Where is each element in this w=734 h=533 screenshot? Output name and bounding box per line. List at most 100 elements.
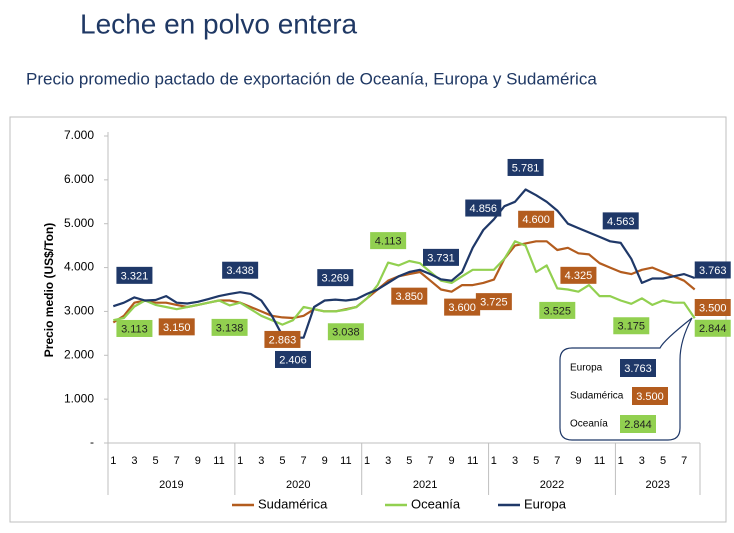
value-label: 3.150	[158, 318, 195, 336]
x-tick-label: 7	[554, 455, 560, 467]
x-tick-label: 1	[491, 455, 497, 467]
value-label: 3.525	[539, 301, 576, 319]
value-label-text: 4.113	[375, 236, 402, 248]
chart-frame	[9, 116, 727, 523]
series-line	[113, 240, 696, 326]
y-tick-label: 2.000	[64, 347, 94, 361]
value-label-box	[423, 248, 459, 266]
value-label: 3.113	[116, 319, 153, 337]
value-label-box	[211, 318, 248, 336]
value-label-text: 3.850	[396, 291, 424, 303]
y-axis-label: Precio medio (US$/Ton)	[42, 223, 56, 357]
x-tick-label: 5	[533, 455, 539, 467]
y-tick-label: 7.000	[64, 128, 94, 142]
value-label: 3.725	[475, 293, 512, 311]
series-line	[112, 240, 696, 324]
legend-label: Europa	[524, 496, 567, 511]
x-tick-label: 9	[322, 455, 328, 467]
callout-box	[632, 387, 668, 405]
value-label: 3.731	[423, 248, 459, 266]
x-tick-label: 9	[195, 455, 201, 467]
y-tick-label: 4.000	[64, 260, 94, 274]
x-tick-label: 7	[681, 455, 687, 467]
value-label-box	[560, 266, 597, 284]
legend-label: Sudamérica	[258, 496, 328, 511]
value-label-text: 2.406	[279, 354, 307, 366]
x-tick-label: 3	[131, 455, 137, 467]
value-label-text: 4.856	[470, 203, 498, 215]
value-label-text: 3.438	[226, 265, 254, 277]
value-label-box	[275, 350, 311, 368]
value-label: 3.500	[694, 299, 731, 316]
x-tick-label: 7	[427, 455, 433, 467]
x-tick-label: 11	[594, 455, 605, 467]
value-label-text: 5.781	[512, 162, 540, 174]
x-tick-label: 7	[174, 455, 180, 467]
callout-bubble	[559, 317, 693, 441]
value-label-box	[694, 261, 731, 279]
callout-value: 3.500	[636, 391, 664, 403]
value-label-box	[158, 318, 195, 336]
year-label: 2023	[645, 479, 669, 491]
callout-name: Sudamérica	[570, 391, 624, 402]
value-label-text: 4.600	[522, 214, 550, 226]
value-label: 4.600	[518, 210, 555, 228]
value-label: 2.406	[275, 350, 311, 368]
value-label-box	[116, 319, 153, 337]
callout-box	[620, 415, 656, 433]
value-label: 3.850	[391, 287, 428, 305]
legend-label: Oceanía	[411, 496, 461, 511]
value-label-box	[317, 269, 354, 287]
x-tick-label: 7	[301, 455, 307, 467]
value-label-box	[116, 266, 153, 284]
value-label-text: 4.325	[565, 270, 593, 282]
x-tick-label: 1	[237, 455, 243, 467]
value-label-box	[465, 199, 502, 217]
value-label-text: 3.500	[699, 302, 727, 314]
value-label-text: 3.763	[699, 265, 727, 277]
value-label: 5.781	[507, 158, 544, 176]
value-label-text: 4.563	[607, 216, 635, 228]
x-tick-label: 1	[110, 455, 116, 467]
value-label-text: 3.525	[544, 305, 572, 317]
y-tick-label: -	[90, 435, 94, 449]
chart-title: Leche en polvo entera	[80, 8, 358, 39]
y-tick-label: 5.000	[64, 216, 94, 230]
y-tick-label: 3.000	[64, 304, 94, 318]
value-label-text: 3.038	[332, 327, 360, 339]
callout-name: Europa	[570, 363, 603, 374]
x-tick-label: 3	[385, 455, 391, 467]
x-tick-label: 5	[279, 455, 285, 467]
value-label: 3.600	[444, 298, 481, 316]
x-tick-label: 5	[153, 455, 159, 467]
value-label-box	[475, 293, 512, 311]
x-tick-label: 9	[575, 455, 581, 467]
value-label-box	[539, 301, 576, 319]
value-label: 3.321	[116, 266, 153, 284]
value-label-box	[507, 158, 544, 176]
year-label: 2020	[286, 479, 310, 491]
value-label-box	[518, 210, 555, 228]
x-tick-label: 3	[258, 455, 264, 467]
y-tick-label: 1.000	[64, 391, 94, 405]
value-label: 3.175	[613, 317, 650, 335]
x-tick-label: 5	[406, 455, 412, 467]
value-label-text: 3.150	[163, 322, 191, 334]
value-label: 3.269	[317, 269, 354, 287]
value-label-text: 3.731	[427, 252, 455, 264]
value-label-text: 3.269	[322, 273, 350, 285]
x-tick-label: 11	[213, 455, 224, 467]
callout-box	[620, 359, 656, 377]
value-label: 3.763	[694, 261, 731, 279]
value-label: 4.563	[602, 212, 639, 230]
value-label-box	[391, 287, 428, 305]
value-label: 3.038	[327, 323, 364, 341]
year-label: 2021	[413, 479, 437, 491]
value-label-box	[327, 323, 364, 341]
callout-value: 2.844	[624, 419, 652, 431]
value-label-box	[370, 232, 407, 250]
value-label-box	[264, 330, 301, 348]
value-label-box	[694, 319, 731, 337]
